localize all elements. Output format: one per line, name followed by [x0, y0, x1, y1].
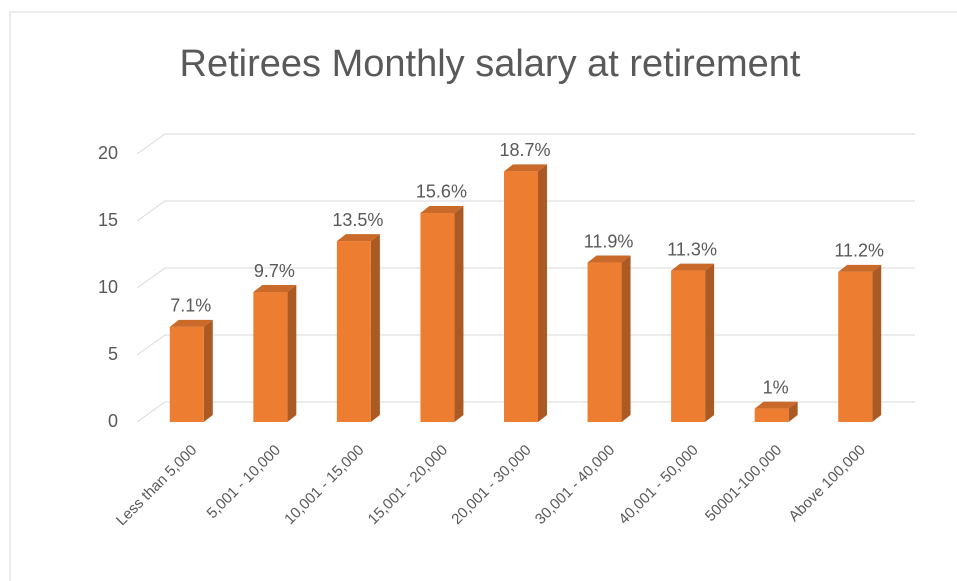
bar-top — [587, 255, 631, 263]
bar — [671, 270, 706, 422]
value-label: 11.9% — [584, 231, 634, 251]
grid-line — [136, 334, 915, 356]
value-label: 7.1% — [170, 296, 211, 316]
value-label: 13.5% — [332, 210, 383, 230]
value-label: 18.7% — [499, 140, 550, 160]
value-label: 11.3% — [667, 239, 717, 259]
bar — [504, 171, 538, 422]
bar-top — [671, 263, 715, 271]
bar — [587, 262, 622, 422]
bar-side — [538, 164, 547, 423]
bar-side — [203, 319, 213, 422]
bar-top — [754, 401, 798, 409]
bar — [253, 292, 288, 422]
bar-side — [872, 264, 882, 422]
y-tick-label: 0 — [108, 411, 118, 431]
value-label: 15.6% — [416, 182, 467, 202]
value-label: 1% — [763, 377, 789, 397]
value-label: 9.7% — [254, 261, 295, 281]
grid-line — [136, 200, 915, 222]
y-tick-label: 20 — [98, 143, 118, 163]
bar-top — [253, 285, 297, 293]
bar-side — [370, 234, 380, 422]
bar-top — [336, 234, 380, 242]
bar-top — [838, 264, 882, 272]
grid-line — [136, 133, 915, 155]
bar-side — [788, 401, 798, 422]
bar-side — [621, 255, 631, 422]
chart-border — [9, 11, 957, 581]
y-tick-label: 10 — [98, 277, 118, 297]
grid-line — [136, 267, 915, 289]
bar — [336, 241, 371, 422]
bar-side — [287, 285, 297, 422]
y-tick-label: 15 — [98, 210, 118, 230]
value-label: 11.2% — [834, 241, 884, 261]
grid-line — [136, 401, 915, 423]
y-tick-label: 5 — [108, 344, 118, 364]
bar-top — [169, 319, 213, 327]
bar-side — [454, 205, 464, 422]
bar — [754, 408, 789, 422]
bar-top — [504, 164, 547, 172]
bar — [420, 212, 455, 422]
bar-side — [705, 263, 715, 422]
bar-top — [420, 205, 464, 213]
bar — [838, 271, 873, 422]
chart-title: Retirees Monthly salary at retirement — [180, 43, 801, 85]
bar — [169, 326, 204, 422]
